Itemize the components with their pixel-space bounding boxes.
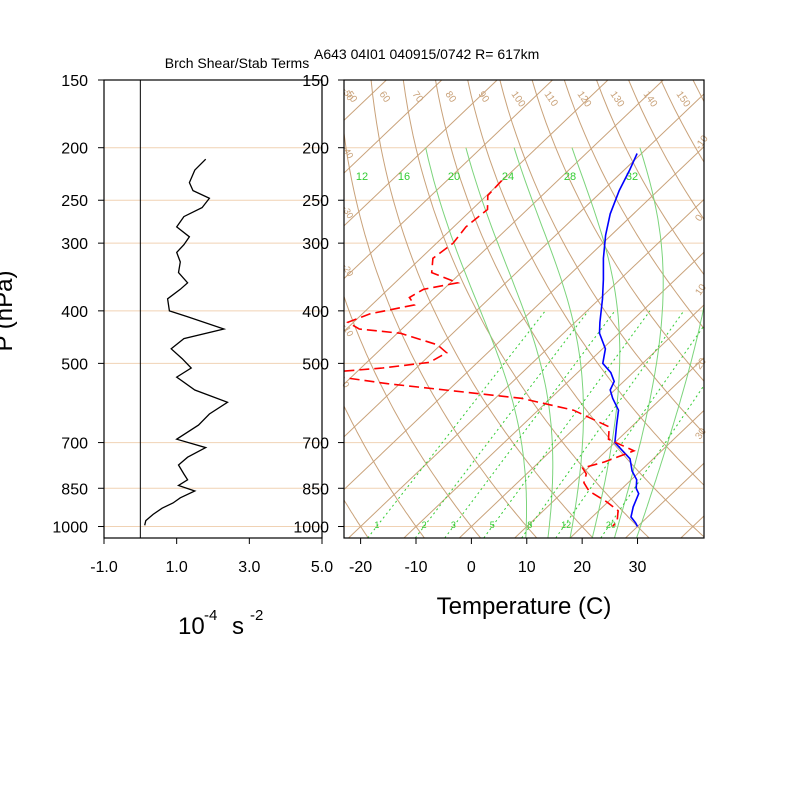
isotherm-line bbox=[458, 304, 704, 538]
unit-seconds-exponent: -2 bbox=[250, 607, 263, 624]
mixing-ratio-line bbox=[555, 324, 704, 538]
skewt-ytick-label: 1000 bbox=[293, 520, 329, 537]
dry-adiabat-line bbox=[370, 80, 594, 538]
mixing-ratio-label: 1 bbox=[374, 520, 379, 530]
dry-adiabat-line bbox=[467, 80, 704, 486]
moist-adiabat-label: 12 bbox=[356, 171, 368, 183]
left-xtick-label: 3.0 bbox=[238, 559, 260, 576]
dry-adiabat-line bbox=[402, 80, 650, 538]
pressure-axis-label: P (hPa) bbox=[0, 271, 18, 352]
skewt-temperature-ticks: -20 -10 0 10 20 30 bbox=[349, 538, 647, 576]
skewt-xtick-label: 20 bbox=[573, 559, 591, 576]
skewt-ytick-label: 850 bbox=[302, 481, 329, 498]
isotherm-line bbox=[344, 80, 443, 174]
isotherm-line bbox=[344, 80, 498, 227]
skewt-ytick-label: 400 bbox=[302, 304, 329, 321]
skewt-xtick-label: 10 bbox=[518, 559, 536, 576]
isotherm-line bbox=[403, 251, 704, 538]
skewt-frame bbox=[343, 79, 705, 539]
left-xtick-label: -1.0 bbox=[90, 559, 118, 576]
left-xtick-label: 1.0 bbox=[166, 559, 188, 576]
isotherm-line bbox=[344, 80, 664, 385]
dry-adiabat-line bbox=[596, 80, 704, 276]
skewt-xtick-label: 0 bbox=[467, 559, 476, 576]
shear-stability-curve bbox=[144, 158, 229, 526]
left-ytick-label: 850 bbox=[61, 481, 88, 498]
isotherm-line bbox=[569, 409, 704, 538]
isotherm-line bbox=[344, 93, 704, 438]
isotherm-line bbox=[344, 80, 553, 280]
skewt-xtick-label: -10 bbox=[404, 559, 427, 576]
skewt-ytick-label: 250 bbox=[302, 193, 329, 210]
moist-adiabat-label: 32 bbox=[626, 171, 638, 183]
left-ytick-label: 700 bbox=[61, 436, 88, 453]
left-x-unit-label: 10 -4 s -2 bbox=[178, 607, 263, 640]
skewt-title: A643 04I01 040915/0742 R= 617km bbox=[314, 46, 539, 62]
moist-adiabat-line bbox=[465, 147, 554, 538]
left-ytick-label: 250 bbox=[61, 193, 88, 210]
mixing-ratio-line bbox=[367, 310, 546, 538]
dry-adiabat-line bbox=[531, 80, 704, 382]
skewt-ytick-label: 500 bbox=[302, 356, 329, 373]
dry-adiabat-line bbox=[344, 294, 481, 538]
isotherm-line bbox=[348, 198, 704, 538]
right-isotherm-label: 0 bbox=[693, 212, 705, 223]
mixing-ratio-line bbox=[483, 310, 651, 538]
isotherm-line bbox=[344, 80, 609, 333]
mixing-ratio-line bbox=[444, 310, 616, 538]
mixing-ratio-label: 5 bbox=[490, 520, 495, 530]
moist-adiabat-line bbox=[513, 147, 584, 538]
left-ytick-label: 150 bbox=[61, 73, 88, 90]
dry-adiabat-line bbox=[344, 129, 538, 538]
left-x-ticks: -1.0 1.0 3.0 5.0 bbox=[90, 538, 333, 576]
skewt-xtick-label: 30 bbox=[629, 559, 647, 576]
mixing-ratio-label: 12 bbox=[561, 520, 571, 530]
mixing-ratio-label: 20 bbox=[606, 520, 616, 530]
mixing-ratio-label: 8 bbox=[527, 520, 532, 530]
moist-adiabat-label: 28 bbox=[564, 171, 576, 183]
moist-adiabat-label: 16 bbox=[398, 171, 410, 183]
temperature-profile bbox=[598, 153, 640, 527]
dry-adiabat-line bbox=[344, 498, 369, 538]
mixing-ratio-line bbox=[521, 310, 685, 538]
left-panel-title: Brch Shear/Stab Terms bbox=[165, 55, 309, 71]
mixing-ratio-label: 3 bbox=[451, 520, 456, 530]
unit-seconds: s bbox=[232, 613, 244, 640]
left-pressure-ticks: 150 200 250 300 400 500 700 850 1000 bbox=[52, 73, 104, 537]
moist-adiabat-line bbox=[636, 303, 704, 538]
skewt-ytick-label: 300 bbox=[302, 236, 329, 253]
skewt-ytick-label: 150 bbox=[302, 73, 329, 90]
moist-adiabat-label: 24 bbox=[502, 171, 514, 183]
skewt-xtick-label: -20 bbox=[349, 559, 372, 576]
left-ytick-label: 300 bbox=[61, 236, 88, 253]
skewt-ytick-label: 700 bbox=[302, 436, 329, 453]
temperature-axis-label: Temperature (C) bbox=[437, 593, 612, 620]
skewt-profiles bbox=[344, 153, 640, 527]
left-panel-frame bbox=[103, 79, 323, 539]
skewt-pressure-ticks: 150 200 250 300 400 500 700 850 1000 bbox=[293, 73, 344, 537]
shear-stability-panel: Brch Shear/Stab Terms 150 200 250 300 400 500… bbox=[0, 55, 333, 640]
unit-base: 10 bbox=[178, 613, 205, 640]
moist-adiabat-label: 20 bbox=[448, 171, 460, 183]
moist-adiabat-line bbox=[425, 147, 527, 538]
left-ytick-label: 400 bbox=[61, 304, 88, 321]
left-ytick-label: 500 bbox=[61, 356, 88, 373]
mixing-ratio-label: 2 bbox=[422, 520, 427, 530]
moist-adiabat-line bbox=[571, 147, 621, 538]
left-xtick-label: 5.0 bbox=[311, 559, 333, 576]
mixing-ratio-line bbox=[600, 384, 704, 538]
isotherm-line bbox=[514, 357, 704, 538]
skewt-ytick-label: 200 bbox=[302, 141, 329, 158]
unit-exponent: -4 bbox=[204, 607, 217, 624]
left-ytick-label: 200 bbox=[61, 141, 88, 158]
skewt-grid bbox=[344, 80, 704, 538]
dry-adiabat-line bbox=[563, 80, 704, 330]
left-isotherm-label: 0 bbox=[340, 380, 351, 389]
left-ytick-label: 1000 bbox=[52, 520, 88, 537]
